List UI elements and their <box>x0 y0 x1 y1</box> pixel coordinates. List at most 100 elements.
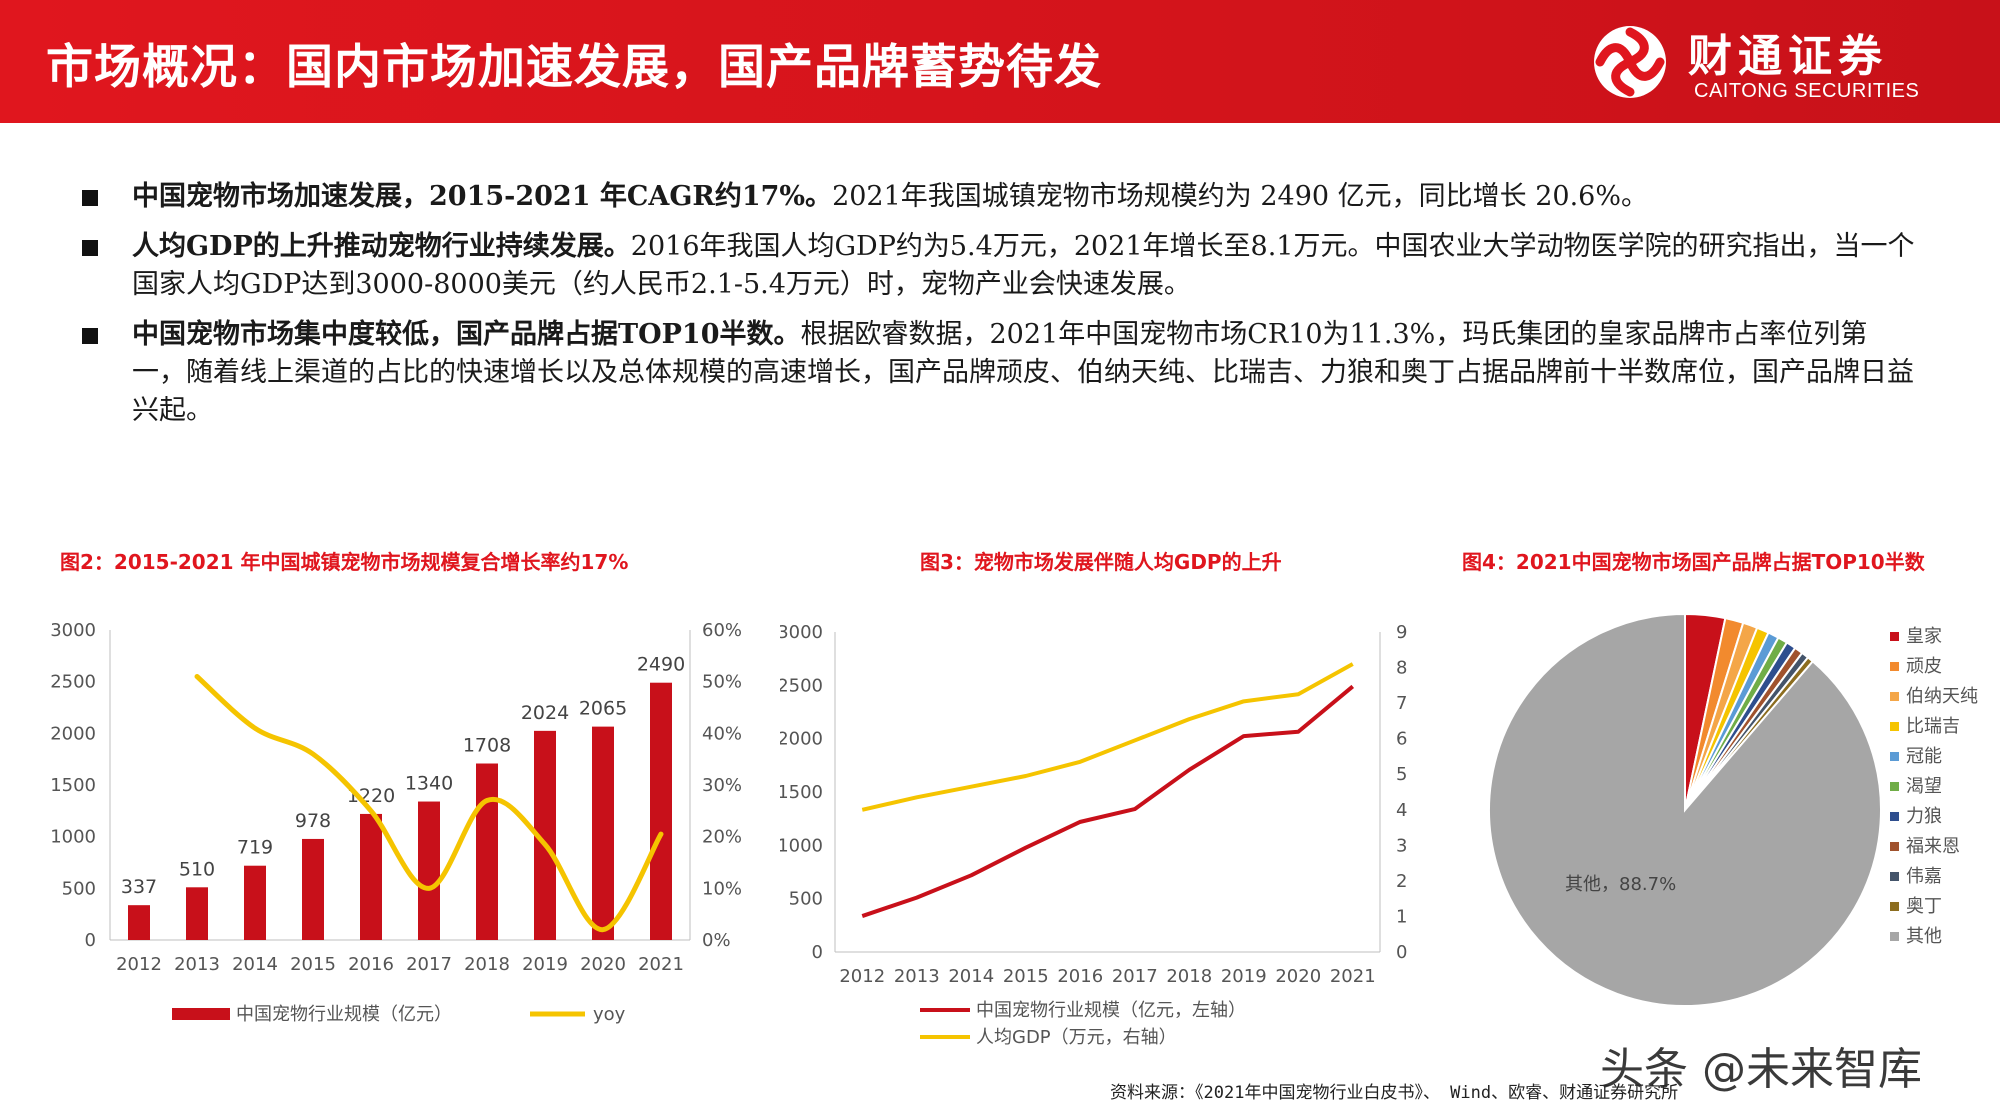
x-tick-label: 2014 <box>232 954 278 975</box>
bar-data-label: 2490 <box>637 654 685 676</box>
bullet-text: 根据欧睿数据，2021年中国宠物市场CR10为11.3%，玛氏集团的皇家品牌市占… <box>132 319 1914 426</box>
left-tick-label: 2000 <box>50 723 96 744</box>
left-tick-label: 1000 <box>50 827 96 848</box>
legend-label: 冠能 <box>1906 746 1942 767</box>
legend-label: yoy <box>593 1004 626 1025</box>
bar-data-label: 510 <box>179 858 215 880</box>
bar-data-label: 1708 <box>463 735 511 757</box>
bar <box>128 905 150 940</box>
legend-label: 人均GDP（万元，右轴） <box>976 1027 1177 1048</box>
x-tick-label: 2020 <box>580 954 626 975</box>
legend-label: 其他 <box>1906 926 1942 947</box>
source-note: 资料来源：《2021年中国宠物行业白皮书》、 Wind、欧睿、财通证券研究所 <box>1110 1083 1679 1103</box>
legend-label: 奥丁 <box>1906 896 1942 917</box>
bar <box>360 813 382 940</box>
legend-swatch <box>1890 842 1899 851</box>
bar-data-label: 1340 <box>405 773 453 795</box>
left-tick-label: 500 <box>62 878 96 899</box>
bar <box>418 801 440 940</box>
right-tick-label: 20% <box>702 827 742 848</box>
bar-data-label: 719 <box>237 837 273 859</box>
page-title: 市场概况：国内市场加速发展，国产品牌蓄势待发 <box>46 40 1102 95</box>
left-tick-label: 3000 <box>780 622 823 643</box>
legend-label: 福来恩 <box>1906 836 1960 857</box>
x-tick-label: 2013 <box>174 954 220 975</box>
right-tick-label: 50% <box>702 672 742 693</box>
square-bullet-icon <box>82 240 98 256</box>
x-tick-label: 2014 <box>948 966 994 987</box>
square-bullet-icon <box>82 190 98 206</box>
x-tick-label: 2020 <box>1275 966 1321 987</box>
legend-swatch <box>1890 932 1899 941</box>
legend-swatch <box>1890 662 1899 671</box>
figure-3-title: 图3：宠物市场发展伴随人均GDP的上升 <box>920 550 1282 574</box>
left-tick-label: 2500 <box>50 672 96 693</box>
x-tick-label: 2016 <box>1057 966 1103 987</box>
right-tick-label: 7 <box>1396 693 1407 714</box>
bar <box>592 726 614 940</box>
caitong-logo-icon <box>1594 26 1666 98</box>
right-tick-label: 3 <box>1396 835 1407 856</box>
bar-data-label: 1220 <box>347 785 395 807</box>
bullet-heading: 中国宠物市场集中度较低，国产品牌占据TOP10半数。 <box>132 319 801 350</box>
legend-label: 伯纳天纯 <box>1906 686 1978 707</box>
bar <box>302 838 324 940</box>
x-tick-label: 2019 <box>1221 966 1267 987</box>
bullet-list: 中国宠物市场加速发展，2015-2021 年CAGR约17%。2021年我国城镇… <box>80 178 1920 442</box>
left-tick-label: 1500 <box>780 782 823 803</box>
bar <box>534 730 556 940</box>
right-tick-label: 0% <box>702 930 731 951</box>
legend-swatch <box>1890 752 1899 761</box>
yoy-line <box>194 674 664 933</box>
legend-label: 皇家 <box>1906 626 1942 647</box>
legend-label: 渴望 <box>1906 776 1942 797</box>
gdp-line-chart: 0 500 1000 1500 2000 2500 3000 0 1 2 3 4 5 6 7 8 9 2012 20… <box>780 622 1407 1048</box>
watermark: 头条 @未来智库 <box>1600 1044 1922 1095</box>
legend-swatch-bar <box>172 1008 230 1020</box>
square-bullet-icon <box>82 328 98 344</box>
bullet-item: 中国宠物市场集中度较低，国产品牌占据TOP10半数。根据欧睿数据，2021年中国… <box>80 316 1920 430</box>
left-tick-label: 1000 <box>780 835 823 856</box>
legend-label: 力狼 <box>1906 806 1942 827</box>
x-tick-label: 2018 <box>1166 966 1212 987</box>
gdp-line <box>861 662 1354 812</box>
legend-swatch <box>1890 872 1899 881</box>
bar-data-label: 2065 <box>579 698 627 720</box>
legend-swatch <box>1890 782 1899 791</box>
right-tick-label: 5 <box>1396 764 1407 785</box>
figure-2-title: 图2：2015-2021 年中国城镇宠物市场规模复合增长率约17% <box>60 550 629 574</box>
x-tick-label: 2017 <box>1112 966 1158 987</box>
right-tick-label: 6 <box>1396 729 1407 750</box>
right-tick-label: 2 <box>1396 871 1407 892</box>
market-size-line <box>861 684 1355 918</box>
left-tick-label: 3000 <box>50 620 96 641</box>
right-tick-label: 30% <box>702 775 742 796</box>
bullet-item: 人均GDP的上升推动宠物行业持续发展。2016年我国人均GDP约为5.4万元，2… <box>80 228 1920 304</box>
left-tick-label: 0 <box>85 930 96 951</box>
bar-data-label: 337 <box>121 876 157 898</box>
bar-data-label: 978 <box>295 810 331 832</box>
bullet-heading: 中国宠物市场加速发展，2015-2021 年CAGR约17%。 <box>132 181 833 212</box>
x-tick-label: 2013 <box>894 966 940 987</box>
bar <box>244 865 266 940</box>
x-tick-label: 2012 <box>839 966 885 987</box>
x-tick-label: 2021 <box>638 954 684 975</box>
right-tick-label: 0 <box>1396 942 1407 963</box>
left-tick-label: 1500 <box>50 775 96 796</box>
right-tick-label: 10% <box>702 878 742 899</box>
left-tick-label: 2500 <box>780 675 823 696</box>
left-tick-label: 0 <box>812 942 823 963</box>
x-tick-label: 2017 <box>406 954 452 975</box>
x-tick-label: 2019 <box>522 954 568 975</box>
header-bar: 市场概况：国内市场加速发展，国产品牌蓄势待发 财通证券 CAITONG SECU… <box>0 0 2000 123</box>
right-tick-label: 4 <box>1396 800 1407 821</box>
bullet-text: 2021年我国城镇宠物市场规模约为 2490 亿元，同比增长 20.6%。 <box>832 181 1649 212</box>
right-tick-label: 8 <box>1396 658 1407 679</box>
legend-swatch <box>1890 722 1899 731</box>
bullet-text: 2016年我国人均GDP约为5.4万元，2021年增长至8.1万元。中国农业大学… <box>132 231 1915 300</box>
slice-label: 其他，88.7% <box>1565 874 1676 895</box>
right-tick-label: 60% <box>702 620 742 641</box>
bar-data-label: 2024 <box>521 702 569 724</box>
bullet-item: 中国宠物市场加速发展，2015-2021 年CAGR约17%。2021年我国城镇… <box>80 178 1920 216</box>
legend-swatch <box>1890 812 1899 821</box>
